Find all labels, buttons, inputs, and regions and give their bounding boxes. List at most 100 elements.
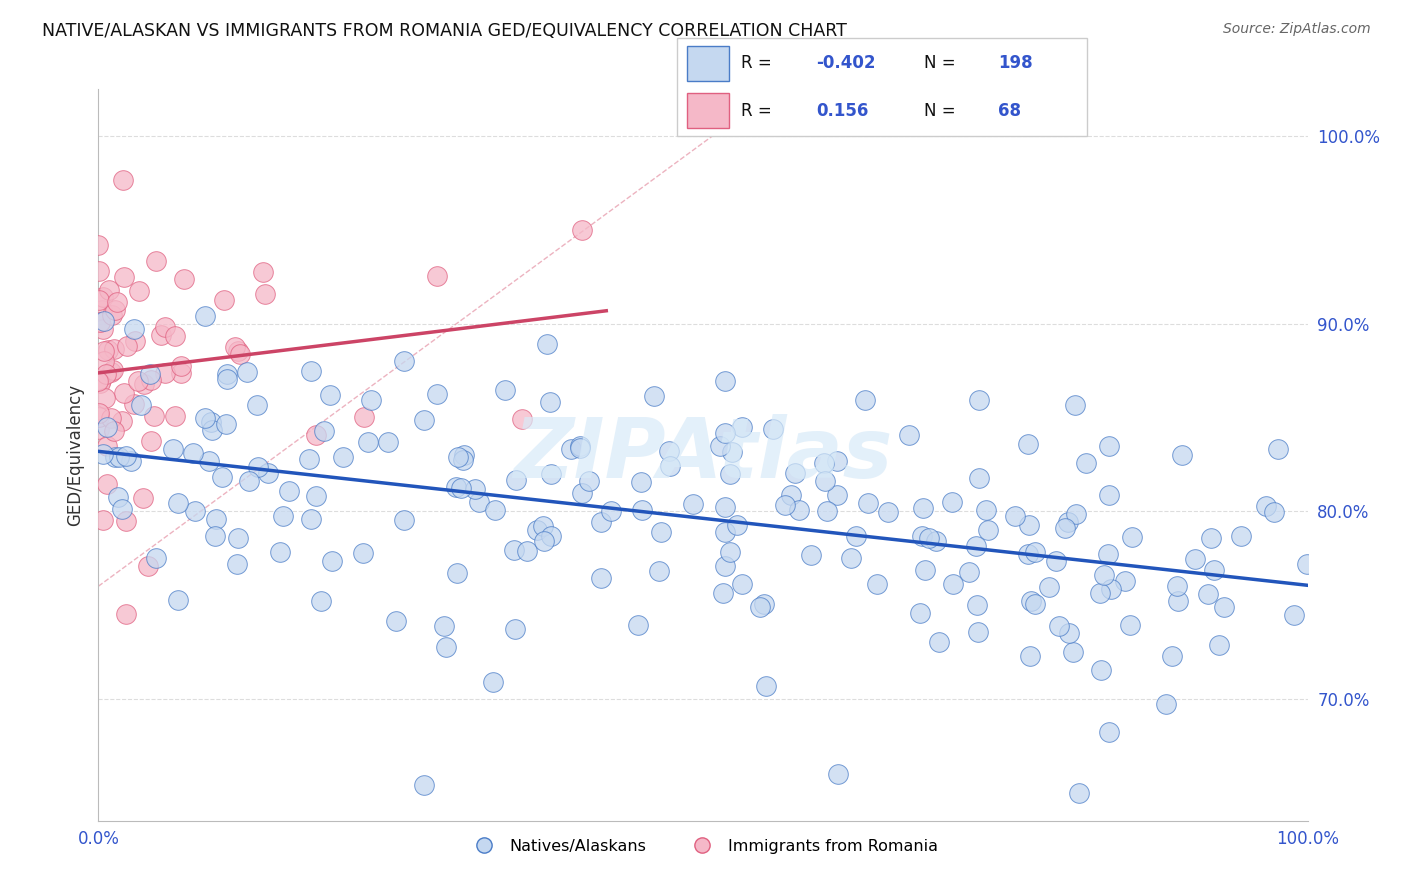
Point [976, 503, 998, 517]
Point [1024, 597, 1046, 611]
Point [1018, 518, 1040, 533]
Point [1121, 530, 1143, 544]
Point [526, 523, 548, 537]
Point [96, 438, 118, 452]
Point [115, 607, 138, 622]
Point [1018, 648, 1040, 663]
Point [897, 427, 920, 442]
Point [194, 411, 217, 425]
Point [127, 374, 149, 388]
Point [142, 409, 165, 423]
Point [1054, 521, 1077, 535]
Point [434, 640, 457, 654]
Point [780, 488, 803, 502]
Point [648, 564, 671, 578]
FancyBboxPatch shape [676, 37, 1087, 136]
Point [87, 375, 110, 389]
Point [91, 513, 114, 527]
Point [91, 290, 114, 304]
Point [246, 398, 269, 412]
Point [494, 384, 516, 398]
Point [87, 238, 110, 252]
Point [93, 447, 115, 461]
Point [298, 452, 321, 467]
Point [591, 571, 613, 585]
Point [226, 532, 249, 546]
Point [827, 488, 849, 502]
Point [91, 302, 114, 317]
Point [1282, 608, 1305, 623]
Point [965, 539, 987, 553]
Point [754, 597, 776, 611]
Point [1119, 618, 1142, 632]
Point [502, 543, 524, 558]
Point [96, 476, 118, 491]
Point [1170, 448, 1192, 462]
Point [451, 452, 474, 467]
Point [103, 424, 125, 438]
Point [253, 287, 276, 301]
Point [111, 414, 134, 428]
Point [321, 554, 343, 568]
Point [120, 454, 142, 468]
Point [447, 450, 470, 465]
Point [139, 373, 162, 387]
Point [1154, 697, 1177, 711]
Point [103, 450, 125, 464]
Point [1208, 638, 1230, 652]
Text: 0.156: 0.156 [815, 102, 869, 120]
Point [197, 454, 219, 468]
Point [941, 495, 963, 509]
Point [714, 374, 737, 388]
Point [217, 371, 239, 385]
Point [721, 445, 744, 459]
Point [966, 599, 988, 613]
Point [1024, 545, 1046, 559]
Point [1202, 564, 1225, 578]
Point [167, 496, 190, 510]
Point [814, 474, 837, 488]
Point [155, 367, 177, 381]
Point [787, 503, 810, 517]
Point [1166, 579, 1188, 593]
Point [538, 394, 561, 409]
Point [134, 377, 156, 392]
Point [90, 373, 112, 387]
Point [917, 531, 939, 545]
Point [215, 368, 238, 382]
Point [305, 489, 328, 503]
Point [352, 546, 374, 560]
Point [332, 450, 354, 464]
Point [97, 343, 120, 358]
Point [1230, 529, 1253, 543]
Point [1062, 645, 1084, 659]
Point [1047, 619, 1070, 633]
Point [1092, 567, 1115, 582]
Point [149, 328, 172, 343]
Point [124, 334, 146, 348]
Point [1099, 582, 1122, 596]
Point [966, 625, 988, 640]
Point [301, 364, 323, 378]
Point [384, 615, 406, 629]
Point [139, 434, 162, 449]
Point [540, 467, 562, 481]
Point [533, 533, 555, 548]
Point [911, 501, 934, 516]
Point [139, 367, 162, 381]
Point [96, 419, 118, 434]
Point [825, 454, 848, 468]
Point [731, 577, 754, 591]
Point [238, 475, 260, 489]
Point [170, 366, 193, 380]
Point [845, 529, 868, 543]
Point [453, 448, 475, 462]
Point [813, 457, 835, 471]
Point [111, 501, 134, 516]
Point [1161, 648, 1184, 663]
Point [1038, 580, 1060, 594]
Point [104, 302, 127, 317]
Point [101, 363, 124, 377]
Point [100, 309, 122, 323]
Point [714, 426, 737, 441]
